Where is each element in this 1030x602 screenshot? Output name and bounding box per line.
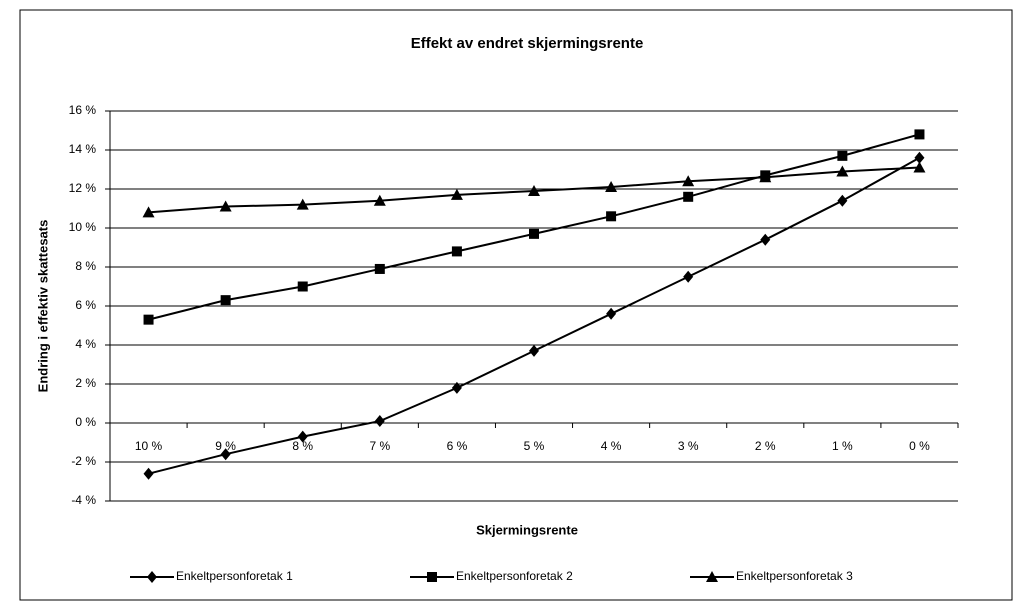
data-point	[528, 184, 540, 196]
data-point	[683, 270, 694, 283]
data-point	[296, 198, 309, 210]
data-point	[837, 150, 848, 161]
data-point	[451, 246, 462, 257]
chart-frame	[19, 9, 1013, 601]
x-tick-label: 1 %	[832, 439, 853, 453]
x-tick-label: 5 %	[524, 439, 545, 453]
data-point	[374, 415, 385, 428]
x-tick-label: 2 %	[755, 439, 776, 453]
data-point	[220, 448, 231, 461]
data-point	[683, 191, 694, 202]
data-point	[297, 430, 308, 443]
x-tick-label: 10 %	[135, 439, 163, 453]
chart-title: Effekt av endret skjermingsrente	[411, 35, 644, 52]
legend-label: Enkeltpersonforetak 2	[456, 569, 573, 583]
y-tick-label: 10 %	[69, 220, 97, 234]
data-point	[142, 206, 155, 218]
y-tick-label: -2 %	[71, 454, 96, 468]
y-tick-label: 6 %	[75, 298, 96, 312]
y-tick-label: -4 %	[71, 493, 96, 507]
y-tick-label: 14 %	[69, 142, 97, 156]
data-point	[837, 194, 848, 207]
x-tick-label: 8 %	[292, 439, 313, 453]
x-tick-label: 0 %	[909, 439, 930, 453]
x-tick-label: 6 %	[447, 439, 468, 453]
data-point	[450, 188, 463, 200]
data-point	[836, 165, 849, 177]
data-point	[373, 194, 386, 206]
legend-label: Enkeltpersonforetak 3	[736, 569, 853, 583]
data-point	[606, 211, 617, 222]
data-point	[913, 161, 926, 173]
x-axis-title: Skjermingsrente	[476, 522, 578, 537]
data-point	[374, 263, 385, 274]
data-point	[297, 281, 308, 292]
data-point	[605, 181, 618, 193]
data-point	[914, 151, 925, 164]
x-tick-label: 4 %	[601, 439, 622, 453]
data-point	[914, 129, 925, 140]
data-point	[219, 200, 232, 212]
y-tick-label: 16 %	[69, 103, 97, 117]
data-point	[682, 175, 695, 187]
legend-label: Enkeltpersonforetak 1	[176, 569, 293, 583]
y-tick-label: 12 %	[69, 181, 97, 195]
data-point	[760, 233, 771, 246]
x-tick-label: 9 %	[215, 439, 236, 453]
data-point	[143, 467, 154, 480]
data-point	[606, 307, 617, 320]
data-point	[220, 295, 231, 306]
y-tick-label: 2 %	[75, 376, 96, 390]
y-axis-title: Endring i effektiv skattesats	[35, 220, 50, 393]
y-tick-label: 4 %	[75, 337, 96, 351]
data-point	[451, 381, 462, 394]
x-tick-label: 3 %	[678, 439, 699, 453]
y-tick-label: 8 %	[75, 259, 96, 273]
data-point	[529, 228, 539, 239]
y-tick-label: 0 %	[75, 415, 96, 429]
legend-marker	[706, 571, 718, 582]
legend-marker	[427, 572, 437, 582]
x-tick-label: 7 %	[369, 439, 390, 453]
data-point	[143, 314, 154, 325]
data-point	[759, 171, 772, 183]
legend-marker	[147, 571, 157, 583]
data-point	[529, 344, 539, 357]
